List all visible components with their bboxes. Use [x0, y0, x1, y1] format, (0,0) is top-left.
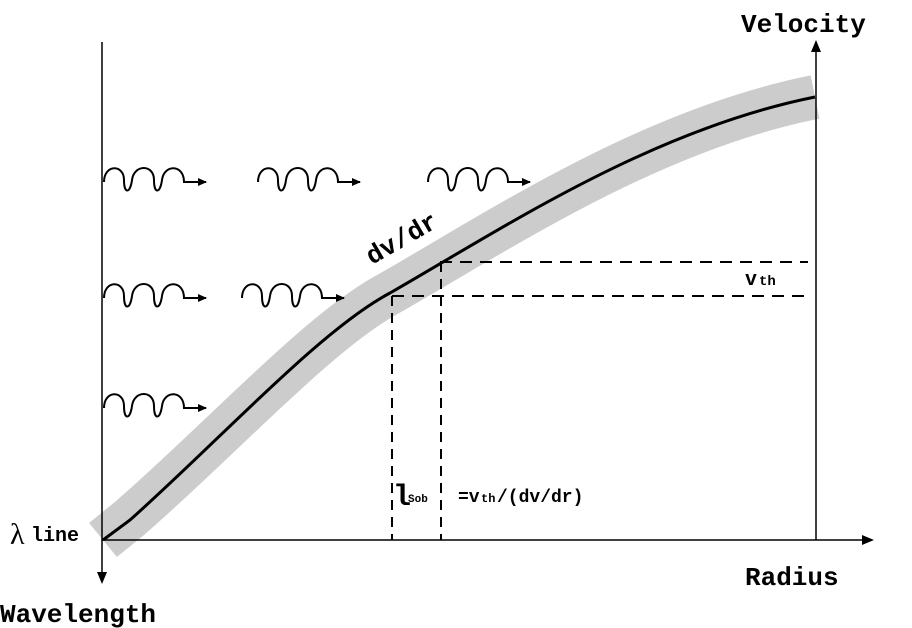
thermal-velocity-label: v: [745, 269, 757, 292]
photon-wave-row1-b: [258, 168, 360, 191]
lambda-symbol: λ: [10, 518, 25, 551]
sobolev-eq-prefix: =v: [458, 488, 480, 508]
wavelength-label: Wavelength: [0, 600, 156, 628]
sobolev-eq-suffix: /(dv/dr): [497, 488, 583, 508]
velocity-uncertainty-band: [89, 75, 820, 558]
photon-wave-row1-c: [428, 168, 530, 191]
sobolev-length-symbol: l: [393, 481, 411, 515]
photon-wave-row3-a: [104, 394, 206, 417]
velocity-label: Velocity: [741, 10, 866, 40]
photon-wave-row1-a: [104, 168, 206, 191]
thermal-velocity-subscript: th: [759, 274, 776, 290]
radius-label: Radius: [745, 563, 839, 593]
photon-wave-row2-b: [242, 284, 344, 307]
lambda-line-subscript: line: [31, 525, 79, 548]
velocity-law-curve: [102, 95, 816, 542]
photon-wave-row2-a: [104, 284, 206, 307]
sobolev-length-subscript: Sob: [408, 494, 428, 506]
sobolev-eq-subscript: th: [481, 492, 495, 506]
